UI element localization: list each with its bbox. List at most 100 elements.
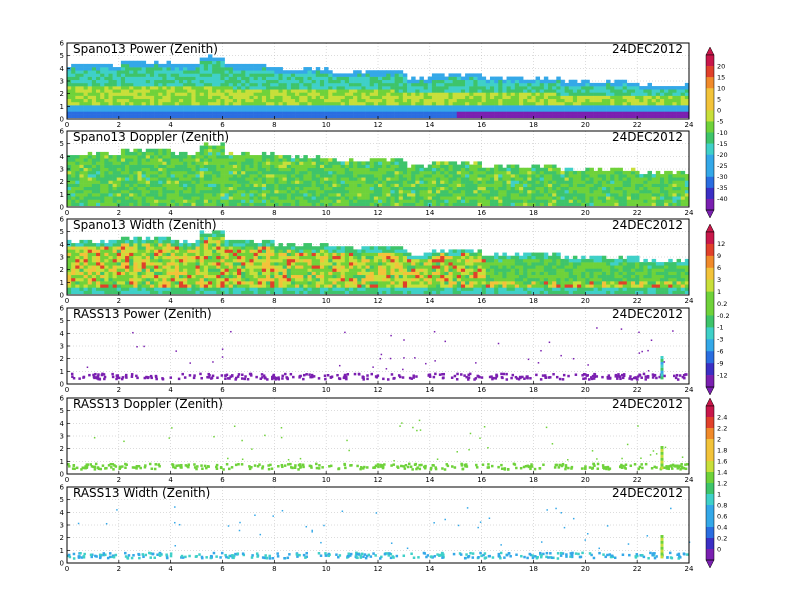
heat-cell <box>220 60 225 65</box>
heat-cell <box>311 73 317 77</box>
heat-cell <box>357 86 362 90</box>
heat-cell <box>67 189 72 194</box>
heat-cell <box>548 164 553 169</box>
heat-cell <box>158 164 163 169</box>
heat-cell <box>112 76 118 81</box>
heat-cell <box>460 189 466 194</box>
heat-cell <box>361 196 366 200</box>
heat-cell <box>651 177 657 181</box>
heat-cell <box>556 199 561 203</box>
heat-cell <box>415 105 420 109</box>
heat-cell <box>369 158 375 162</box>
heat-cell <box>361 95 366 100</box>
heat-cell <box>137 265 142 269</box>
heat-cell <box>315 95 321 100</box>
heat-cell <box>489 76 495 81</box>
heat-cell <box>560 177 565 181</box>
heat-cell <box>469 108 474 112</box>
heat-cell <box>489 86 495 90</box>
heat-cell <box>261 95 267 100</box>
heat-cell <box>348 76 354 81</box>
heat-cell <box>237 186 242 191</box>
heat-cell <box>203 196 209 200</box>
heat-cell <box>104 265 109 269</box>
heat-cell <box>71 70 76 74</box>
heat-cell <box>67 73 72 77</box>
heat-cell <box>419 170 424 175</box>
heat-cell <box>162 82 167 87</box>
heat-cell <box>133 189 138 194</box>
heat-cell <box>386 196 391 200</box>
heat-cell <box>593 183 599 188</box>
heat-cell <box>680 98 686 103</box>
heat-cell <box>382 158 387 162</box>
heat-cell <box>187 199 192 203</box>
heat-cell <box>154 108 159 112</box>
heat-cell <box>630 167 636 172</box>
heat-cell <box>581 196 586 200</box>
heat-cell <box>597 177 603 181</box>
heat-cell <box>149 148 155 153</box>
heat-cell <box>440 79 445 84</box>
heat-cell <box>348 98 354 103</box>
heat-cell <box>402 202 408 207</box>
heat-cell <box>220 82 225 87</box>
heat-cell <box>112 108 118 112</box>
heat-cell <box>303 67 308 71</box>
heat-cell <box>199 89 205 93</box>
heat-cell <box>100 287 105 291</box>
heat-cell <box>460 114 466 119</box>
heat-cell <box>419 164 424 169</box>
heat-cell <box>386 82 391 87</box>
heat-cell <box>543 101 549 106</box>
heat-cell <box>154 255 159 260</box>
heat-cell <box>610 174 615 178</box>
heat-cell <box>91 193 97 197</box>
heat-cell <box>664 196 669 200</box>
heat-cell <box>552 114 557 119</box>
heat-cell <box>303 111 308 115</box>
heat-cell <box>100 271 105 276</box>
heat-cell <box>91 189 97 194</box>
heat-cell <box>365 167 371 172</box>
heat-cell <box>336 92 341 96</box>
heat-cell <box>170 98 176 103</box>
x-tick-label: 10 <box>322 121 331 129</box>
heat-cell <box>120 268 126 272</box>
heat-cell <box>191 67 196 71</box>
heat-cell <box>548 92 553 96</box>
heat-cell <box>295 89 300 93</box>
heat-cell <box>290 174 296 178</box>
heat-cell <box>282 196 288 200</box>
heat-cell <box>415 101 420 106</box>
heat-cell <box>278 167 283 172</box>
heat-cell <box>494 76 499 81</box>
heat-cell <box>207 193 213 197</box>
heat-cell <box>183 246 188 250</box>
heat-cell <box>593 82 599 87</box>
heat-cell <box>71 67 76 71</box>
heat-cell <box>199 186 205 191</box>
heat-cell <box>518 108 524 112</box>
heat-cell <box>170 111 176 115</box>
heat-cell <box>659 101 665 106</box>
heat-cell <box>261 177 267 181</box>
heat-cell <box>112 89 118 93</box>
heat-cell <box>386 76 391 81</box>
heat-cell <box>174 249 180 253</box>
heat-cell <box>630 180 636 184</box>
heat-cell <box>207 76 213 81</box>
heat-cell <box>120 70 126 74</box>
heat-cell <box>394 105 400 109</box>
heat-cell <box>502 108 507 112</box>
heat-cell <box>319 89 325 93</box>
heat-cell <box>112 86 118 90</box>
heat-cell <box>444 101 449 106</box>
heat-cell <box>207 114 213 119</box>
heat-cell <box>162 246 167 250</box>
heat-cell <box>253 70 259 74</box>
heat-cell <box>319 180 325 184</box>
heat-cell <box>278 189 283 194</box>
heat-cell <box>241 101 246 106</box>
heat-cell <box>332 183 337 188</box>
